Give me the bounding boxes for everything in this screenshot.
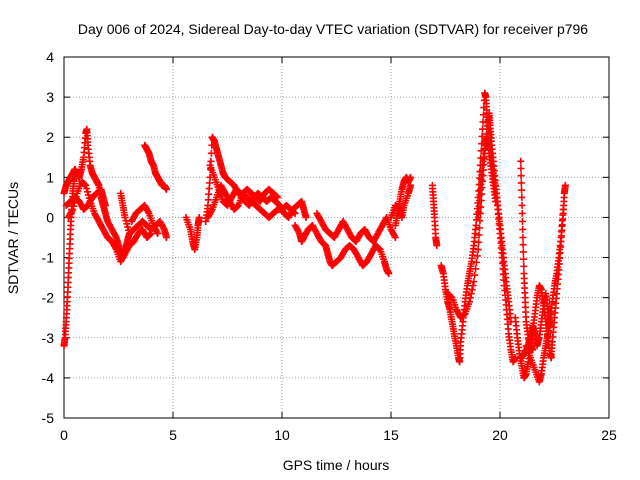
plot-frame [63, 56, 610, 419]
y-tick-label: -4 [42, 370, 55, 386]
data-point [473, 252, 481, 260]
data-point [85, 194, 93, 202]
data-point [479, 118, 487, 126]
y-tick-label: 1 [46, 169, 54, 185]
data-point [391, 234, 399, 241]
data-point [69, 205, 77, 213]
data-point [476, 224, 484, 232]
y-tick-label: -5 [42, 410, 55, 426]
data-point [472, 265, 480, 273]
data-point [471, 271, 479, 279]
data-point [465, 298, 473, 306]
data-point [517, 157, 525, 165]
x-axis-label: GPS time / hours [283, 457, 390, 473]
data-point [125, 226, 133, 234]
data-point [520, 255, 528, 263]
data-point [273, 193, 281, 201]
data-point [469, 282, 477, 290]
data-point [559, 205, 567, 213]
data-point [122, 217, 130, 225]
y-tick-label: 0 [46, 209, 54, 225]
y-tick-label: -1 [42, 250, 55, 266]
x-tick-label: 10 [274, 427, 290, 443]
data-point [472, 258, 480, 266]
data-point [433, 242, 441, 250]
y-tick-label: 3 [46, 89, 54, 105]
data-point [72, 193, 80, 201]
data-points [60, 89, 569, 386]
data-point [274, 193, 282, 201]
data-point [470, 278, 478, 286]
y-tick-label: 4 [46, 49, 54, 65]
x-tick-label: 15 [383, 427, 399, 443]
chart-title: Day 006 of 2024, Sidereal Day-to-day VTE… [78, 21, 588, 37]
x-tick-label: 25 [601, 427, 617, 443]
data-point [162, 234, 170, 241]
data-point [561, 181, 569, 189]
data-point [125, 229, 133, 237]
data-point [70, 202, 78, 210]
data-point [71, 196, 79, 204]
data-point [519, 234, 527, 241]
x-tick-label: 20 [492, 427, 508, 443]
data-point [546, 322, 554, 330]
data-point [517, 165, 525, 173]
data-point [468, 286, 476, 294]
data-point [124, 223, 132, 231]
data-point [81, 181, 89, 189]
y-tick-label: -2 [42, 290, 55, 306]
data-point [82, 181, 90, 189]
data-point [492, 197, 500, 205]
data-point [475, 238, 483, 246]
data-point [195, 213, 203, 221]
x-tick-label: 5 [169, 427, 177, 443]
data-point [385, 270, 393, 278]
data-point [207, 149, 215, 157]
data-point [519, 225, 527, 233]
data-point [518, 193, 526, 201]
y-axis-label: SDTVAR / TECUs [5, 182, 21, 294]
data-point [518, 209, 526, 217]
y-tick-label: -3 [42, 330, 55, 346]
data-point [511, 354, 519, 362]
data-point [147, 229, 155, 237]
data-point [517, 172, 525, 180]
data-point [123, 220, 131, 228]
data-point [83, 185, 91, 193]
y-tick-label: 2 [46, 129, 54, 145]
data-point [407, 181, 415, 189]
x-tick-label: 0 [60, 427, 68, 443]
data-point [154, 229, 162, 237]
data-point [520, 262, 528, 270]
data-point [519, 248, 527, 256]
data-point [302, 213, 310, 221]
data-point [146, 230, 154, 238]
data-point [407, 173, 415, 181]
data-point [466, 294, 474, 302]
x-axis-tick-labels: 0 5 10 15 20 25 [60, 427, 617, 443]
data-point [519, 241, 527, 249]
data-point [474, 246, 482, 254]
data-point [162, 185, 170, 193]
data-point [517, 179, 525, 187]
data-point [101, 201, 109, 209]
data-point [518, 217, 526, 225]
axis-ticks [63, 56, 610, 419]
data-point [70, 199, 78, 207]
data-point [475, 231, 483, 239]
data-point [518, 186, 526, 194]
data-point [467, 290, 475, 298]
y-axis-tick-labels: -5 -4 -3 -2 -1 0 1 2 3 4 [42, 49, 55, 426]
data-point [207, 157, 215, 165]
data-point [478, 132, 486, 140]
data-point [84, 188, 92, 196]
data-point [84, 191, 92, 199]
data-point [518, 201, 526, 209]
data-point [121, 213, 129, 221]
